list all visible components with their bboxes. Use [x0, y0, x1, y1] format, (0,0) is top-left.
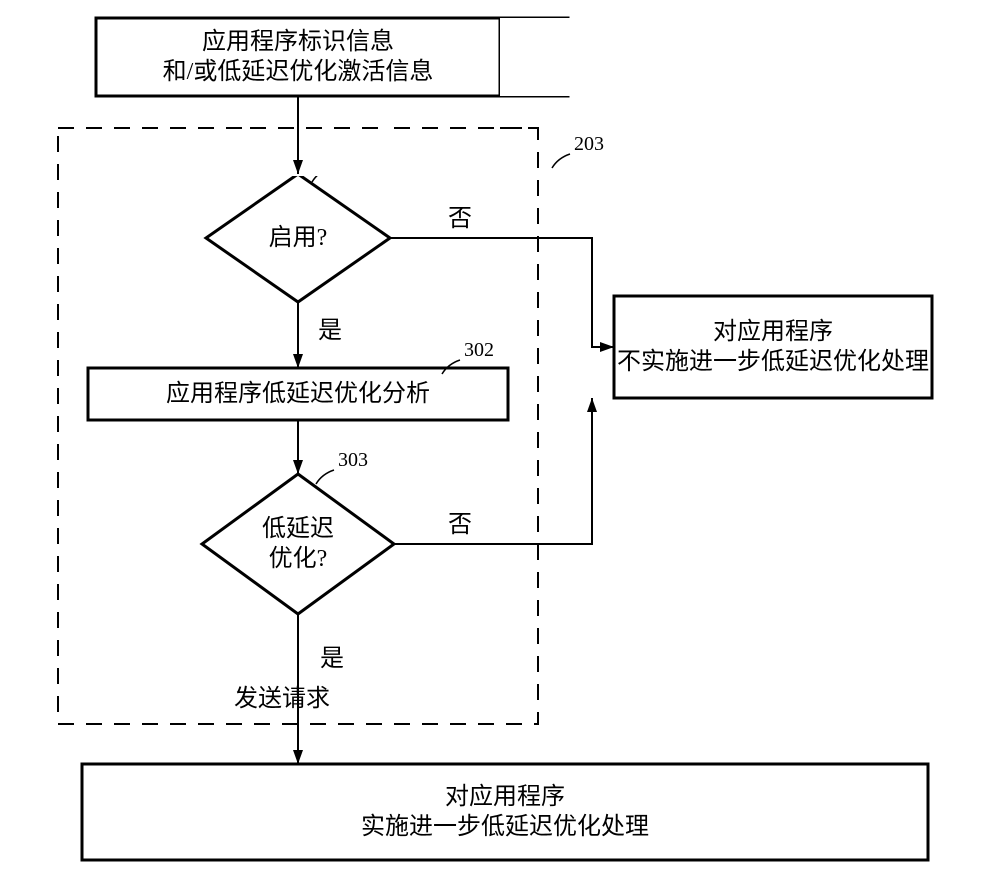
svg-text:启用?: 启用?	[269, 224, 328, 251]
svg-text:不实施进一步低延迟优化处理: 不实施进一步低延迟优化处理	[617, 348, 929, 375]
svg-text:203: 203	[574, 133, 604, 155]
svg-text:是: 是	[318, 318, 342, 344]
svg-text:实施进一步低延迟优化处理: 实施进一步低延迟优化处理	[361, 813, 649, 840]
svg-text:302: 302	[464, 339, 494, 361]
box-p_noopt	[614, 296, 932, 398]
svg-text:应用程序低延迟优化分析: 应用程序低延迟优化分析	[166, 380, 430, 407]
svg-text:是: 是	[320, 646, 344, 672]
svg-text:发送请求: 发送请求	[234, 685, 330, 712]
svg-text:低延迟: 低延迟	[262, 515, 334, 542]
flowchart-svg: 203 应用程序标识信息和/或低延迟优化激活信息应用程序低延迟优化分析 302 对应用…	[0, 0, 1000, 882]
svg-text:否: 否	[448, 512, 472, 538]
svg-text:否: 否	[448, 206, 472, 232]
svg-text:优化?: 优化?	[269, 545, 328, 572]
svg-text:对应用程序: 对应用程序	[713, 318, 833, 345]
svg-text:和/或低延迟优化激活信息: 和/或低延迟优化激活信息	[163, 58, 434, 85]
svg-text:303: 303	[338, 449, 368, 471]
box-p_opt	[82, 764, 928, 860]
decision-d_lowlat	[202, 474, 394, 614]
svg-text:应用程序标识信息: 应用程序标识信息	[202, 28, 394, 55]
svg-text:对应用程序: 对应用程序	[445, 783, 565, 810]
